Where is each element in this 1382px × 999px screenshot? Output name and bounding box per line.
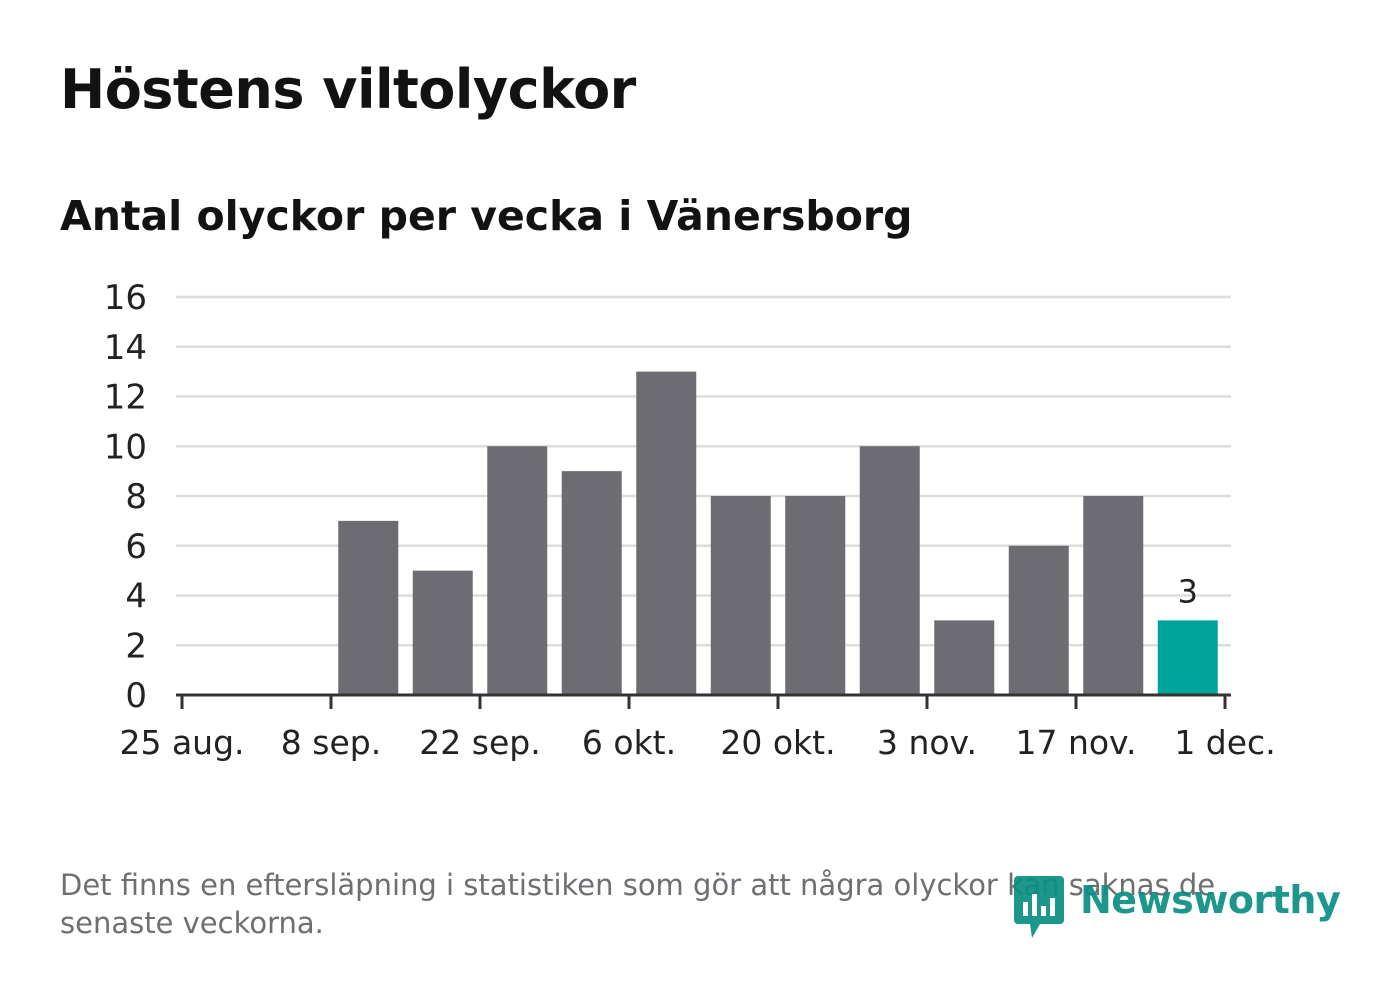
bar bbox=[561, 471, 622, 695]
bar bbox=[934, 620, 995, 695]
newsworthy-logo-icon bbox=[1014, 876, 1064, 938]
x-tick-label: 1 dec. bbox=[1174, 723, 1275, 762]
bar bbox=[338, 520, 399, 695]
x-tick-label: 22 sep. bbox=[419, 723, 540, 762]
bar bbox=[1083, 496, 1144, 695]
x-tick-label: 8 sep. bbox=[281, 723, 381, 762]
bar bbox=[710, 496, 771, 695]
y-tick-label: 16 bbox=[104, 278, 147, 318]
x-tick-label: 17 nov. bbox=[1015, 723, 1136, 762]
chart-title: Höstens viltolyckor bbox=[60, 58, 636, 121]
x-tick-label: 3 nov. bbox=[877, 723, 977, 762]
x-tick-label: 6 okt. bbox=[582, 723, 676, 762]
y-tick-label: 0 bbox=[125, 676, 147, 716]
chart-subtitle: Antal olyckor per vecka i Vänersborg bbox=[60, 192, 913, 240]
y-tick-label: 8 bbox=[125, 477, 147, 517]
y-tick-label: 10 bbox=[104, 427, 147, 467]
y-tick-label: 14 bbox=[104, 328, 147, 368]
bar bbox=[636, 371, 697, 695]
bar bbox=[412, 570, 473, 695]
bar bbox=[487, 446, 548, 695]
y-tick-label: 12 bbox=[104, 378, 147, 418]
y-tick-label: 6 bbox=[125, 527, 147, 567]
x-tick-label: 25 aug. bbox=[119, 723, 244, 762]
bar bbox=[859, 446, 920, 695]
x-tick-label: 20 okt. bbox=[720, 723, 835, 762]
data-label: 3 bbox=[1178, 572, 1198, 610]
bar bbox=[1008, 545, 1069, 695]
brand-name: Newsworthy bbox=[1080, 878, 1341, 922]
y-tick-label: 2 bbox=[125, 626, 147, 666]
newsworthy-logo: Newsworthy bbox=[1010, 872, 1341, 944]
y-tick-label: 4 bbox=[125, 577, 147, 617]
bar bbox=[785, 496, 846, 695]
bar-highlight bbox=[1157, 620, 1218, 695]
